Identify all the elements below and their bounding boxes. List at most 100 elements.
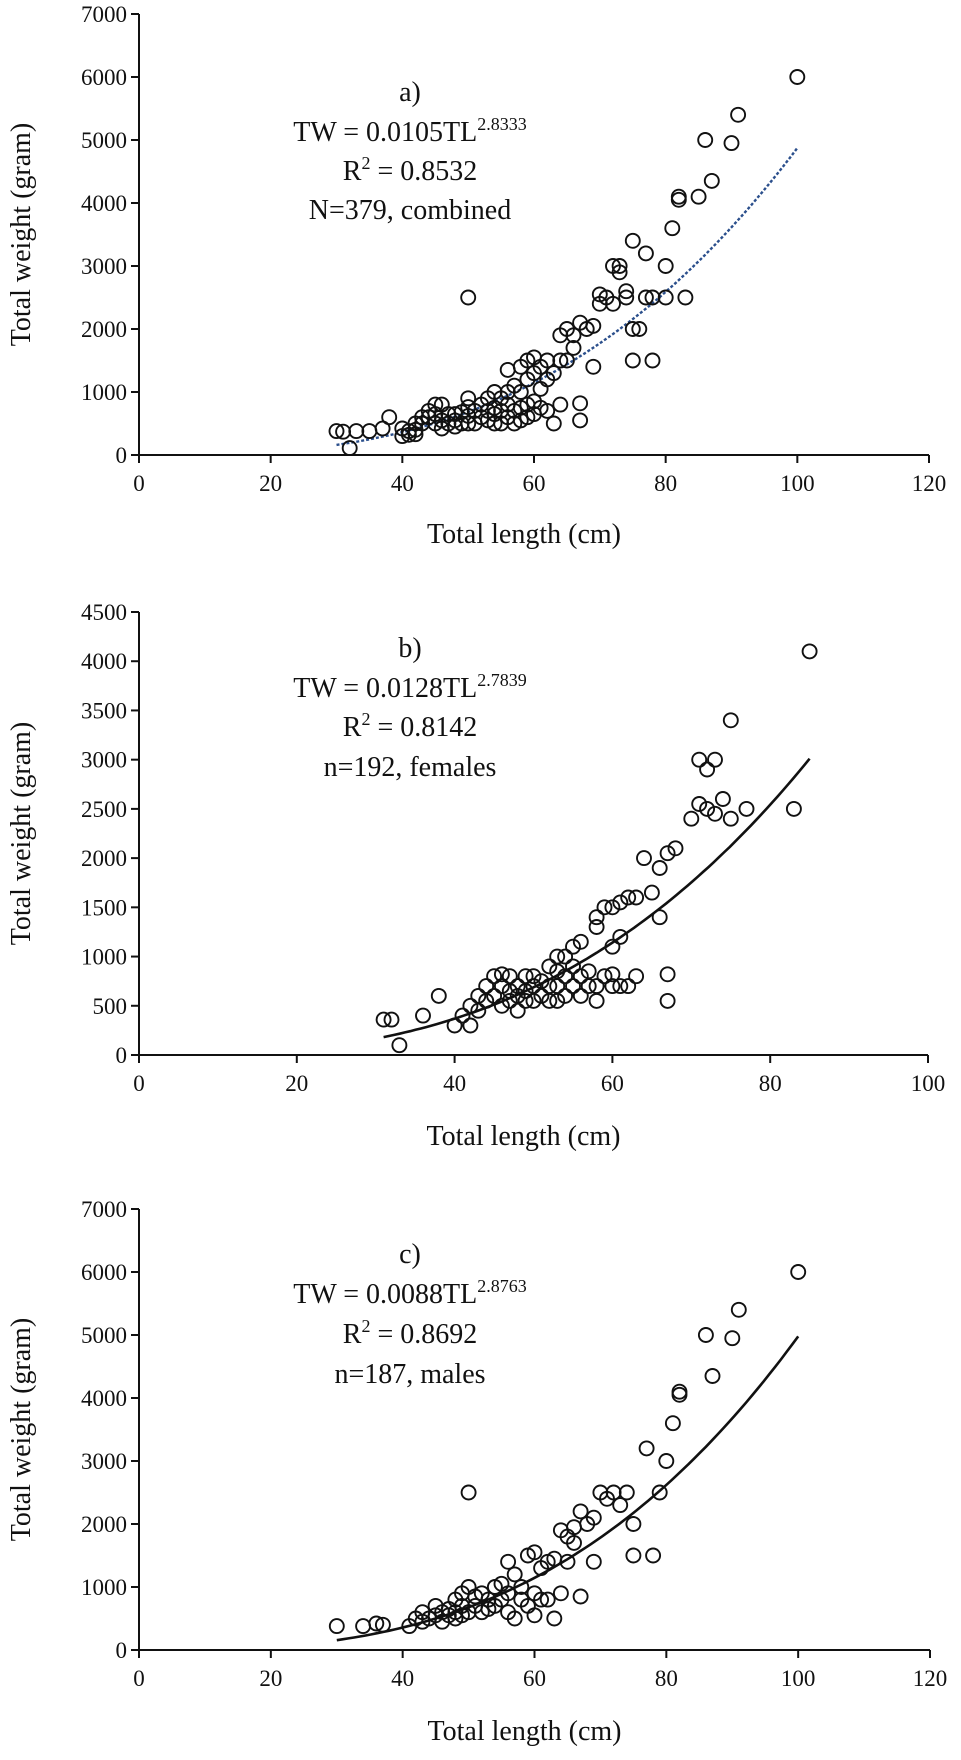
data-point [624,321,641,337]
data-point [588,992,605,1009]
data-point [517,992,534,1009]
y-tick-label: 7000 [81,1197,127,1222]
data-point [328,423,345,440]
equation-text: TW = 0.0105TL [293,117,477,148]
r-squared-prefix: R [343,712,362,743]
data-point [585,1509,602,1526]
data-point [454,1007,471,1024]
data-point [588,919,605,935]
y-tick-label: 2500 [81,797,127,822]
data-point [677,289,694,306]
x-tick-label: 0 [133,1666,145,1691]
data-point [541,958,558,975]
data-point [446,1017,463,1034]
data-point [486,415,503,432]
r-squared-label: R2 = 0.8142 [343,709,477,743]
data-point [659,845,676,862]
r-squared-prefix: R [343,156,362,187]
y-tick-label: 5000 [81,1323,127,1348]
data-point [620,889,637,906]
data-point [643,884,660,901]
x-tick-label: 80 [759,1071,782,1096]
r-squared-value: = 0.8692 [370,1319,477,1350]
data-point [572,395,589,412]
data-point [722,712,739,729]
data-point [559,1553,576,1570]
data-point [636,850,652,867]
equation-exponent: 2.8333 [477,114,527,134]
data-point [549,948,566,965]
data-point [546,1610,563,1627]
data-point [415,1007,431,1024]
data-point [664,1415,681,1432]
data-point [699,761,716,778]
data-point [557,987,574,1004]
data-point [374,1616,391,1633]
x-tick-label: 20 [259,471,282,496]
r-squared-value: = 0.8142 [370,712,477,743]
x-tick-label: 60 [523,471,546,496]
data-point [539,402,556,419]
y-tick-label: 3500 [81,698,127,723]
data-point [500,1585,517,1602]
y-axis-title: Total weight (gram) [6,722,37,946]
data-point [671,1383,688,1400]
data-point [638,1440,655,1457]
y-tick-label: 4500 [81,600,127,625]
x-tick-label: 0 [133,1071,145,1096]
data-point [462,997,479,1014]
data-point [486,987,503,1004]
data-point [618,283,635,300]
data-point [526,1607,543,1624]
data-point [651,909,668,926]
data-point [624,232,641,249]
data-point [658,1453,675,1469]
data-point [427,396,444,413]
y-tick-label: 4000 [81,649,127,674]
data-point [501,992,518,1009]
data-point [785,800,802,817]
data-point [501,968,518,985]
data-point [509,978,526,995]
data-point [493,978,510,995]
y-tick-label: 4000 [81,1386,127,1411]
data-point [552,352,569,369]
data-point [361,423,378,440]
r-squared-label: R2 = 0.8532 [343,153,477,187]
data-point [644,352,661,369]
r-squared-sup: 2 [361,1316,370,1336]
r-squared-sup: 2 [361,153,370,173]
data-point [657,258,674,274]
data-point [572,412,589,429]
data-point [671,1386,688,1403]
data-point [801,643,818,660]
data-point [460,390,477,407]
data-point [565,978,581,995]
data-point [637,245,654,262]
data-point [738,800,755,817]
data-point [375,1011,392,1028]
data-point [368,1615,385,1632]
data-point [596,968,613,985]
data-point [493,966,510,983]
sample-label: n=187, males [334,1359,485,1390]
panel-label: c) [399,1239,421,1270]
data-point [628,889,645,906]
x-tick-label: 40 [443,1071,466,1096]
x-axis-title: Total length (cm) [427,1121,621,1152]
equation-text: TW = 0.0088TL [293,1279,477,1310]
data-point [789,69,806,85]
data-point [628,968,645,985]
data-point [645,1547,662,1564]
data-point [624,352,641,369]
data-point [552,1585,569,1602]
data-point [506,1566,523,1583]
data-point [478,978,495,995]
data-point [690,188,707,205]
data-point [697,132,714,148]
data-point [533,973,550,990]
sample-label: n=192, females [324,752,497,783]
data-point [657,289,674,306]
y-tick-label: 1000 [81,945,127,970]
data-point [730,1301,747,1318]
